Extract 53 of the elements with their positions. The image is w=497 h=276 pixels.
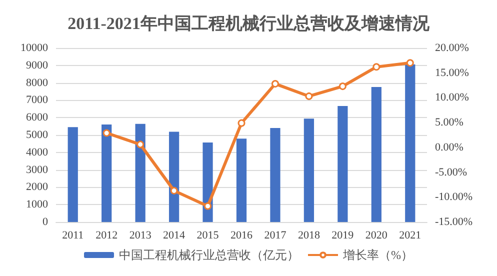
y-tick-label: 5000 <box>26 129 48 141</box>
y2-tick-label: -10.00% <box>435 191 473 204</box>
x-tick-label: 2014 <box>163 230 186 242</box>
bar <box>135 124 146 222</box>
y2-tick-label: 5.00% <box>435 116 464 129</box>
point <box>204 202 212 210</box>
bar <box>168 132 180 222</box>
y-tick-label: 1000 <box>26 198 48 211</box>
x-tick-label: 2015 <box>196 230 220 242</box>
bar <box>68 127 78 222</box>
y2-tick-label: 20.00% <box>435 42 469 54</box>
y-tick-label: 0 <box>42 216 48 228</box>
y2-tick-label: -15.00% <box>435 216 473 228</box>
point <box>372 63 380 71</box>
point <box>170 186 178 194</box>
x-tick-label: 2021 <box>399 230 422 242</box>
bar <box>338 106 348 222</box>
bar <box>236 138 247 222</box>
y-tick-label: 6000 <box>26 112 48 124</box>
y2-tick-label: -5.00% <box>435 166 468 178</box>
x-tick-label: 2017 <box>264 230 287 242</box>
y-tick-label: 4000 <box>26 146 48 158</box>
x-tick-label: 2019 <box>332 230 354 242</box>
point <box>271 80 279 88</box>
x-tick-label: 2012 <box>96 230 118 242</box>
bar <box>304 118 314 222</box>
bar <box>405 64 416 222</box>
point <box>305 92 313 100</box>
x-tick-label: 2020 <box>365 230 388 242</box>
y-tick-label: 8000 <box>26 76 48 89</box>
point <box>102 129 110 137</box>
legend-label: 中国工程机械行业总营收（亿元） <box>119 248 299 262</box>
point <box>338 82 346 90</box>
point <box>136 140 144 148</box>
chart-title: 2011-2021年中国工程机械行业总营收及增速情况 <box>68 14 430 33</box>
point <box>406 59 414 67</box>
point <box>238 119 246 127</box>
x-tick-label: 2011 <box>62 230 84 242</box>
legend-label: 增长率（%） <box>342 248 413 262</box>
bar <box>270 128 280 222</box>
y2-tick-label: 15.00% <box>435 66 469 79</box>
y-tick-label: 7000 <box>26 94 48 106</box>
y-tick-label: 10000 <box>20 42 48 54</box>
y-tick-label: 3000 <box>26 164 48 176</box>
bar <box>371 86 382 222</box>
x-tick-label: 2018 <box>298 230 320 242</box>
y-tick-label: 9000 <box>26 59 48 72</box>
y2-tick-label: 0.00% <box>435 141 464 154</box>
y-tick-label: 2000 <box>26 181 48 194</box>
x-tick-label: 2016 <box>230 230 253 242</box>
y2-tick-label: 10.00% <box>435 92 469 104</box>
x-tick-label: 2013 <box>129 230 152 242</box>
bar <box>102 124 112 222</box>
